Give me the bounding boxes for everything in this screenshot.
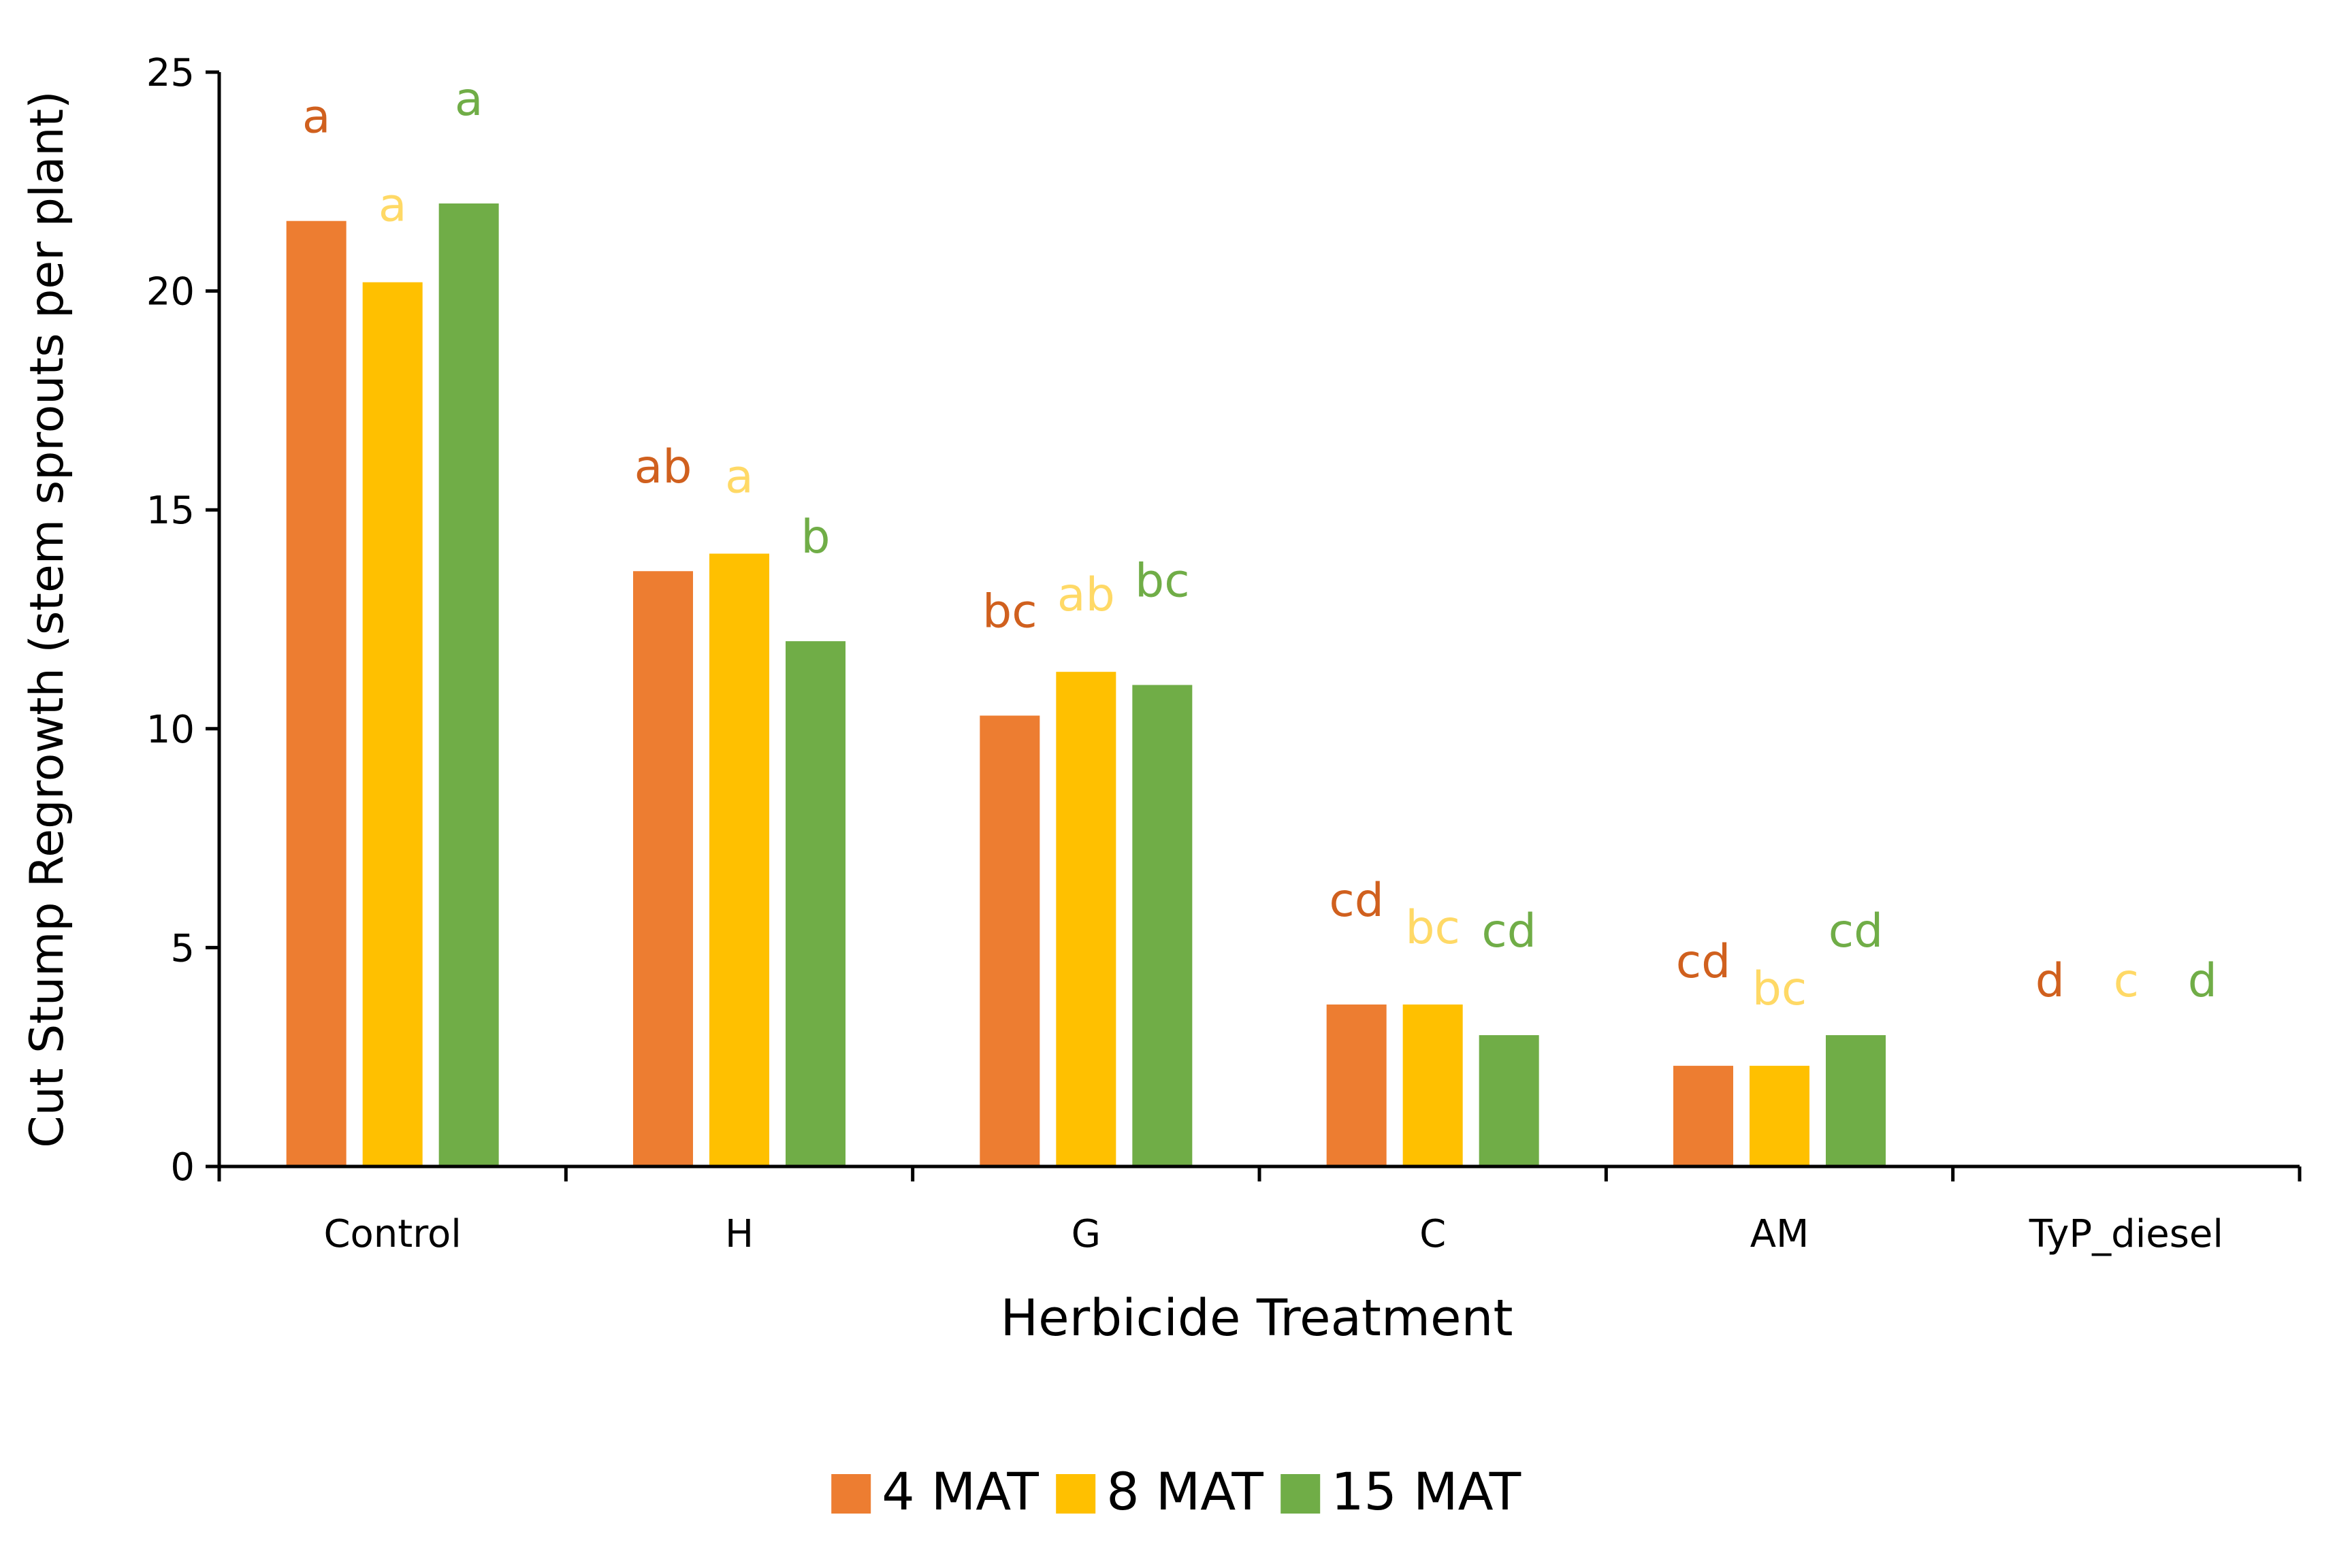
significance-letter: ab xyxy=(634,440,692,494)
significance-letter: b xyxy=(801,510,830,564)
x-axis-title: Herbicide Treatment xyxy=(1001,1289,1513,1348)
axes-layer xyxy=(217,72,2300,1169)
significance-letter: d xyxy=(2035,954,2065,1008)
x-tick-label: C xyxy=(1419,1212,1446,1256)
bar xyxy=(438,203,499,1167)
bar xyxy=(286,220,347,1166)
significance-letter: cd xyxy=(1329,874,1384,928)
x-tick-label: G xyxy=(1072,1212,1101,1256)
bar xyxy=(1750,1066,1809,1166)
significance-letter: d xyxy=(2188,954,2217,1008)
bar xyxy=(1479,1035,1539,1166)
y-ticks-layer: 0 5 10 15 20 25 xyxy=(146,51,219,1190)
x-tick-label: H xyxy=(725,1212,754,1256)
bar xyxy=(980,715,1040,1166)
y-tick-label: 5 xyxy=(170,926,195,970)
significance-letter: bc xyxy=(1405,901,1460,955)
significance-letter: a xyxy=(725,451,754,504)
significance-letter: cd xyxy=(1676,935,1731,989)
legend-swatch xyxy=(1056,1474,1096,1514)
significance-letter: c xyxy=(2114,954,2139,1008)
legend-swatch xyxy=(1281,1474,1321,1514)
bar xyxy=(1826,1035,1886,1166)
x-tick-label: AM xyxy=(1750,1212,1809,1256)
bar xyxy=(1056,672,1116,1166)
legend-label: 4 MAT xyxy=(882,1461,1039,1522)
legend-label: 15 MAT xyxy=(1331,1461,1521,1522)
y-tick-label: 0 xyxy=(170,1145,195,1190)
y-tick-label: 15 xyxy=(146,489,195,533)
bar xyxy=(1326,1004,1387,1166)
bar xyxy=(786,641,846,1166)
significance-letter: cd xyxy=(1829,904,1884,958)
y-tick-label: 25 xyxy=(146,51,195,95)
y-axis-title: Cut Stump Regrowth (stem sprouts per pla… xyxy=(20,91,74,1147)
bar xyxy=(1673,1066,1733,1166)
x-tick-label: Control xyxy=(323,1212,461,1256)
significance-letter: bc xyxy=(1135,554,1190,608)
legend: 4 MAT 8 MAT 15 MAT xyxy=(831,1461,1521,1522)
significance-letter: a xyxy=(455,73,483,127)
bar xyxy=(1132,685,1193,1166)
bars-layer xyxy=(286,203,1886,1167)
significance-letter: cd xyxy=(1481,904,1536,958)
bar xyxy=(362,282,423,1167)
y-tick-label: 20 xyxy=(146,270,195,314)
x-tick-label: TyP_diesel xyxy=(2029,1212,2223,1256)
legend-swatch xyxy=(831,1474,871,1514)
significance-letter: bc xyxy=(982,585,1037,639)
bar xyxy=(709,553,769,1166)
bar xyxy=(1402,1004,1463,1166)
significance-letter: a xyxy=(379,179,407,233)
significance-letter: bc xyxy=(1752,962,1807,1016)
legend-label: 8 MAT xyxy=(1106,1461,1263,1522)
y-tick-label: 10 xyxy=(146,708,195,752)
bar xyxy=(633,571,693,1166)
significance-letter: a xyxy=(302,91,331,144)
x-ticks-layer: Control H G C AM TyP_diesel xyxy=(217,1166,2302,1256)
significance-letter: ab xyxy=(1057,568,1115,622)
